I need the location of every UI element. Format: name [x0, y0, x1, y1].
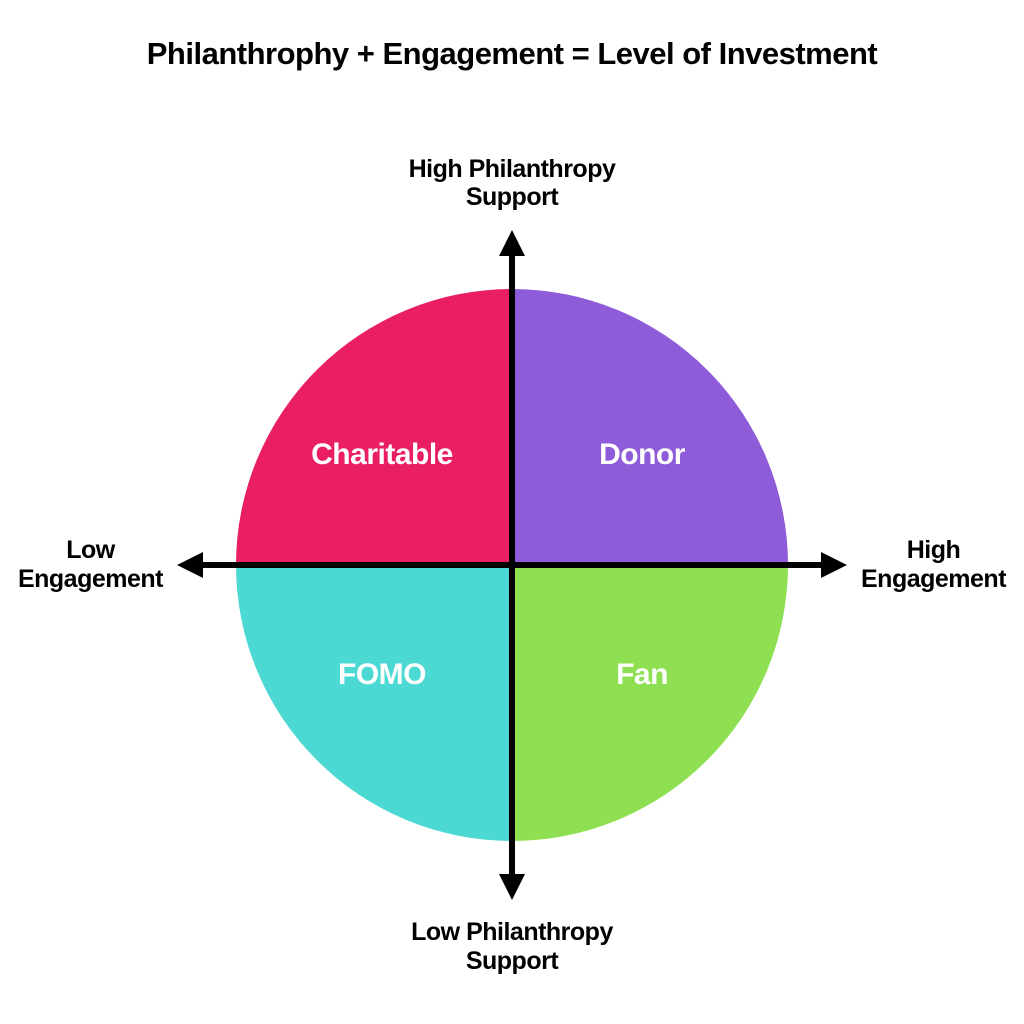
quadrant-label-fan: Fan [616, 658, 668, 692]
arrow-up-icon [499, 230, 525, 256]
arrow-right-icon [821, 552, 847, 578]
quadrant-label-fomo: FOMO [338, 658, 426, 692]
arrow-down-icon [499, 874, 525, 900]
quadrant-bottom-left [236, 565, 512, 841]
quadrant-top-left [236, 289, 512, 565]
arrow-left-icon [177, 552, 203, 578]
canvas: Philanthrophy + Engagement = Level of In… [0, 0, 1024, 1024]
axis-label-top: High Philanthropy Support [362, 155, 662, 213]
axis-label-right: High Engagement [861, 536, 1006, 594]
quadrant-label-charitable: Charitable [311, 438, 453, 472]
axis-label-left: Low Engagement [18, 536, 163, 594]
quadrant-label-donor: Donor [599, 438, 685, 472]
quadrant-bottom-right [512, 565, 788, 841]
axis-label-bottom: Low Philanthropy Support [362, 918, 662, 976]
quadrant-top-right [512, 289, 788, 565]
